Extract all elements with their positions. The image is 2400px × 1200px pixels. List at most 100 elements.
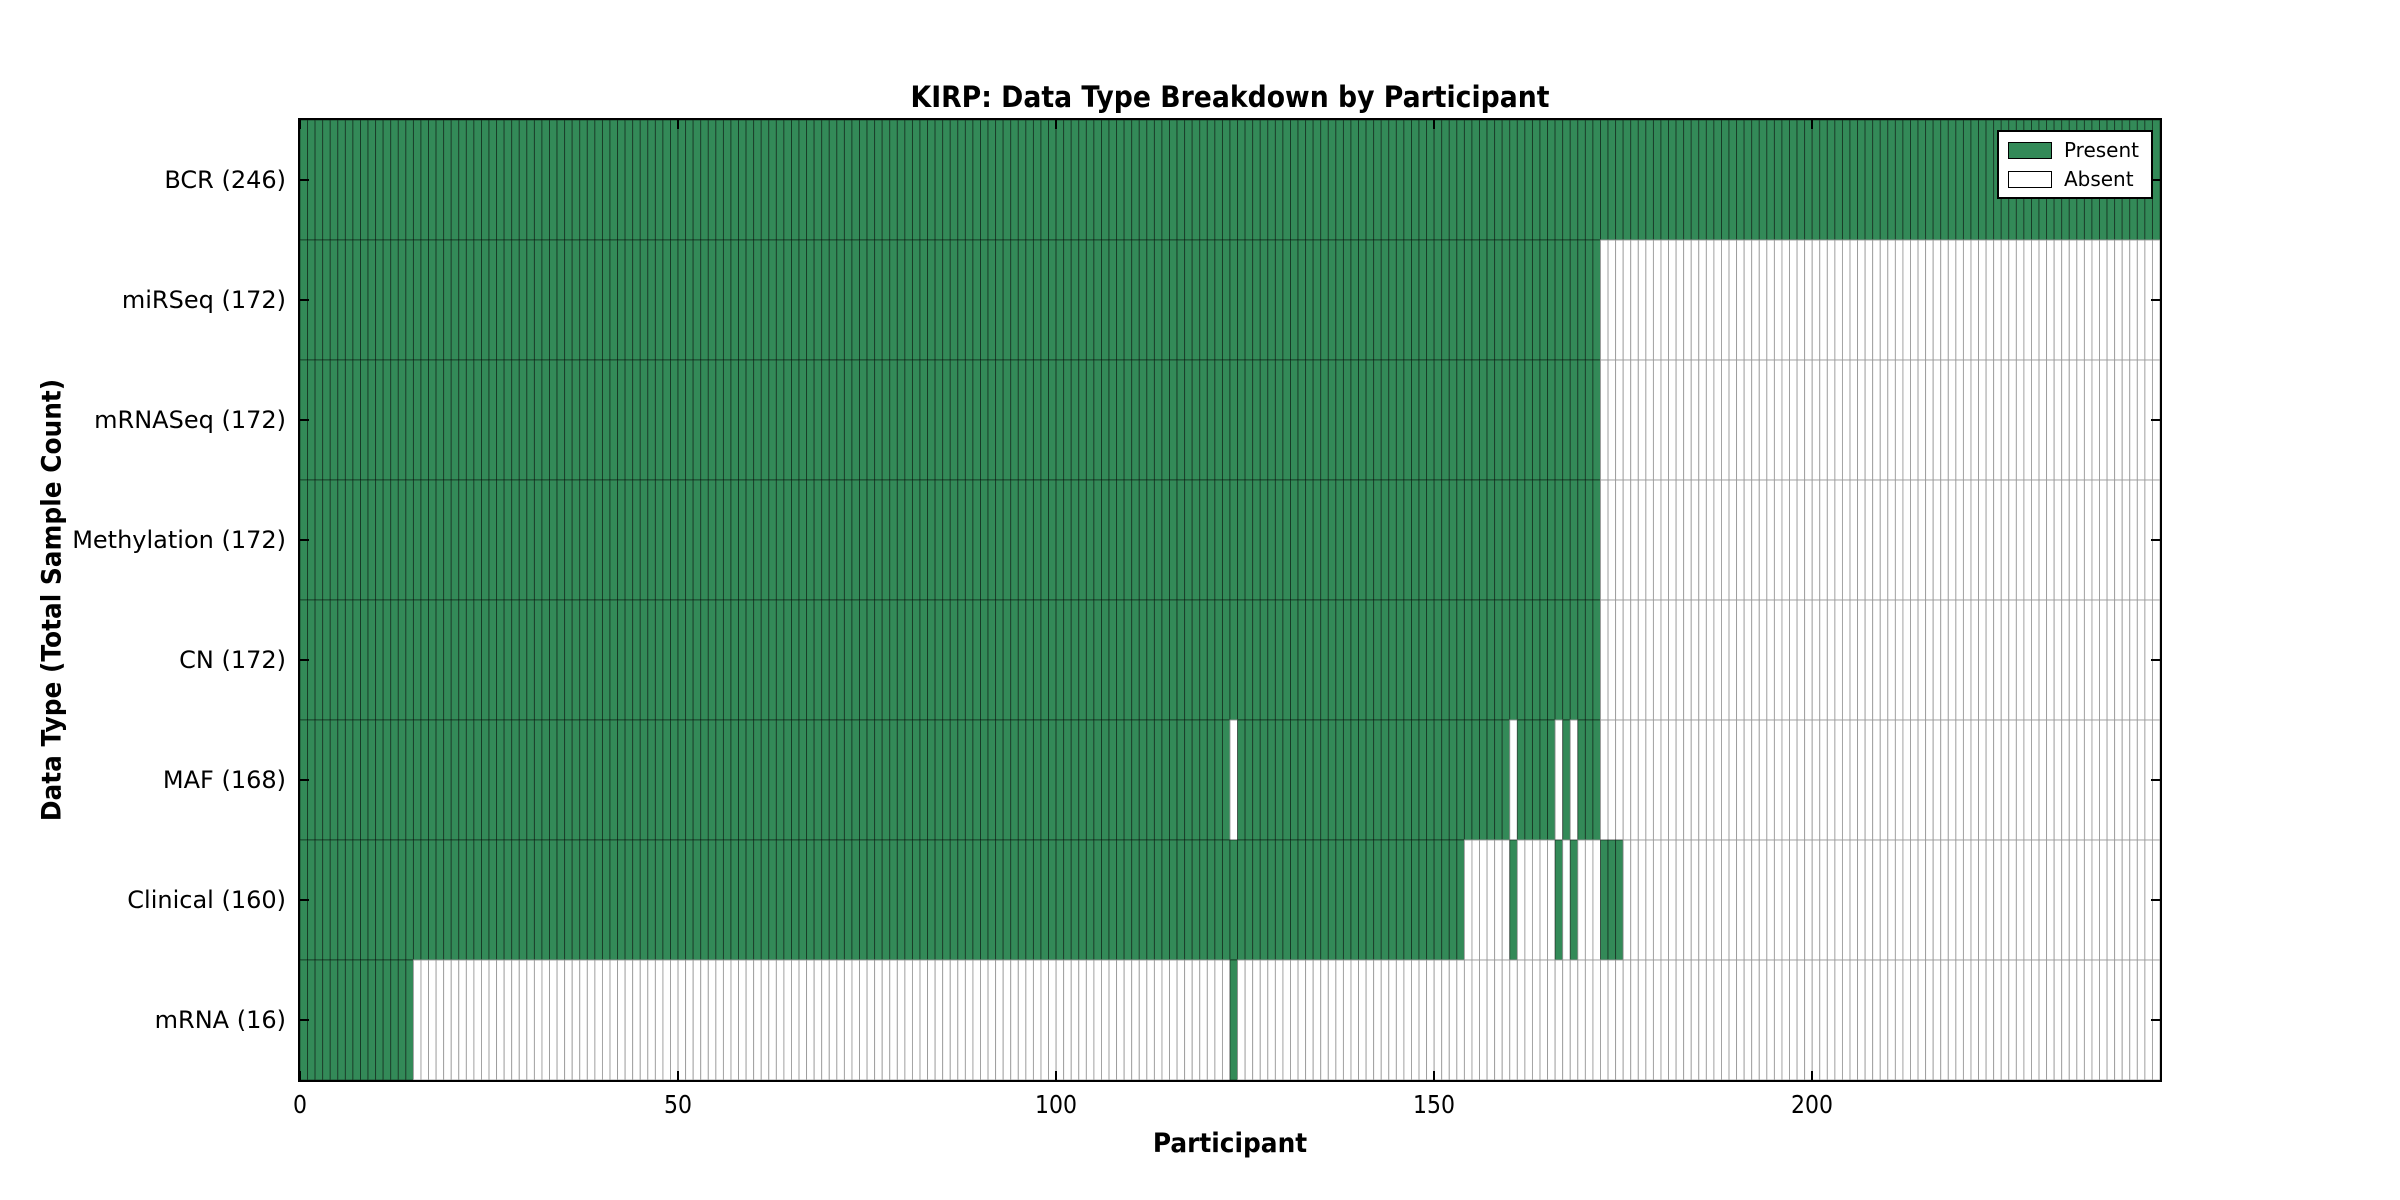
cell xyxy=(1872,120,1881,241)
cell xyxy=(745,959,755,1080)
cell xyxy=(2068,479,2078,601)
cell xyxy=(760,239,770,361)
cell xyxy=(564,359,573,481)
cell xyxy=(1395,120,1405,241)
cell xyxy=(662,359,671,481)
cell xyxy=(2068,599,2078,721)
cell xyxy=(677,479,687,601)
cell xyxy=(1327,719,1337,841)
cell xyxy=(1509,120,1518,241)
cell xyxy=(949,599,959,721)
cell xyxy=(1531,239,1541,361)
cell xyxy=(692,959,702,1080)
cell xyxy=(1758,959,1768,1080)
cell xyxy=(1411,719,1420,841)
cell xyxy=(866,719,876,841)
cell xyxy=(1698,120,1707,241)
cell xyxy=(1153,719,1163,841)
cell xyxy=(692,479,702,601)
cell xyxy=(1721,599,1730,721)
cell xyxy=(1781,839,1790,961)
cell xyxy=(420,959,429,1080)
cell xyxy=(549,839,558,961)
cell xyxy=(1063,239,1072,361)
cell xyxy=(1539,719,1549,841)
cell xyxy=(783,359,792,481)
cell xyxy=(1388,959,1397,1080)
cell xyxy=(1479,959,1488,1080)
cell xyxy=(647,599,656,721)
cell xyxy=(1426,599,1435,721)
cell xyxy=(1335,599,1344,721)
cell xyxy=(692,120,702,241)
cell xyxy=(503,719,513,841)
cell xyxy=(1101,959,1110,1080)
cell xyxy=(2083,359,2093,481)
cell xyxy=(1025,479,1034,601)
cell xyxy=(1584,719,1594,841)
cell xyxy=(904,239,913,361)
cell xyxy=(1199,120,1208,241)
cell xyxy=(791,599,800,721)
cell xyxy=(1342,719,1352,841)
cell xyxy=(1342,959,1352,1080)
cell xyxy=(1698,239,1707,361)
cell xyxy=(1085,120,1095,241)
cell xyxy=(791,839,800,961)
cell xyxy=(1010,839,1019,961)
cell xyxy=(1607,839,1617,961)
cell xyxy=(1388,599,1397,721)
cell xyxy=(791,479,800,601)
cell xyxy=(942,120,951,241)
cell xyxy=(934,359,944,481)
cell xyxy=(1940,839,1949,961)
cell xyxy=(428,959,437,1080)
cell xyxy=(428,120,437,241)
cell xyxy=(1426,359,1435,481)
cell xyxy=(1138,599,1148,721)
y-tick-mark xyxy=(300,179,309,181)
x-tick-mark-top xyxy=(1811,120,1814,129)
cell xyxy=(1917,719,1927,841)
cell xyxy=(707,719,717,841)
cell xyxy=(715,239,724,361)
cell xyxy=(1773,120,1783,241)
cell xyxy=(1690,120,1700,241)
cell xyxy=(715,599,724,721)
cell xyxy=(344,359,354,481)
cell xyxy=(881,239,891,361)
cell xyxy=(1320,959,1329,1080)
cell xyxy=(1350,719,1359,841)
cell xyxy=(1615,599,1624,721)
cell xyxy=(1471,839,1480,961)
cell xyxy=(1887,599,1896,721)
cell xyxy=(1600,359,1609,481)
cell xyxy=(881,479,891,601)
cell xyxy=(1947,599,1957,721)
cell xyxy=(2129,239,2138,361)
cell xyxy=(1955,239,1964,361)
cell xyxy=(2046,959,2055,1080)
cell xyxy=(465,120,475,241)
cell xyxy=(1796,959,1806,1080)
cell xyxy=(851,719,860,841)
cell xyxy=(458,239,467,361)
cell xyxy=(1887,479,1896,601)
cell xyxy=(496,599,505,721)
cell xyxy=(760,839,770,961)
cell xyxy=(1630,719,1639,841)
cell xyxy=(2121,599,2131,721)
cell xyxy=(1925,719,1934,841)
cell xyxy=(352,359,361,481)
cell xyxy=(707,959,717,1080)
cell xyxy=(549,359,558,481)
cell xyxy=(1857,839,1866,961)
cell xyxy=(1630,120,1639,241)
cell xyxy=(722,239,732,361)
cell xyxy=(654,120,664,241)
cell xyxy=(896,239,906,361)
cell xyxy=(760,599,770,721)
cell xyxy=(768,839,777,961)
cell xyxy=(1184,839,1193,961)
cell xyxy=(813,839,823,961)
